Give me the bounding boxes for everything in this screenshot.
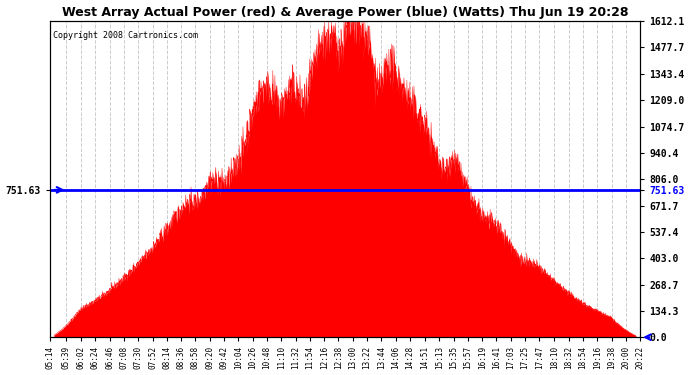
Title: West Array Actual Power (red) & Average Power (blue) (Watts) Thu Jun 19 20:28: West Array Actual Power (red) & Average … [61,6,629,18]
Text: Copyright 2008 Cartronics.com: Copyright 2008 Cartronics.com [52,31,198,40]
